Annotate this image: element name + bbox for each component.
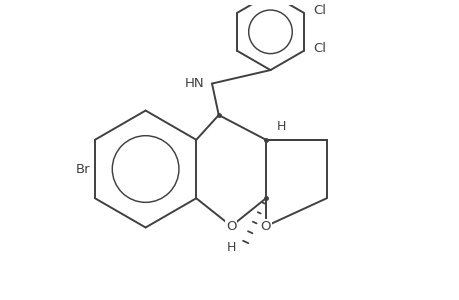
- Text: O: O: [226, 220, 236, 232]
- Text: Cl: Cl: [313, 42, 326, 55]
- Text: H: H: [226, 241, 235, 254]
- Text: Cl: Cl: [313, 4, 326, 17]
- Text: O: O: [260, 220, 271, 232]
- Text: Br: Br: [76, 163, 90, 176]
- Text: HN: HN: [184, 77, 203, 90]
- Text: H: H: [277, 120, 286, 133]
